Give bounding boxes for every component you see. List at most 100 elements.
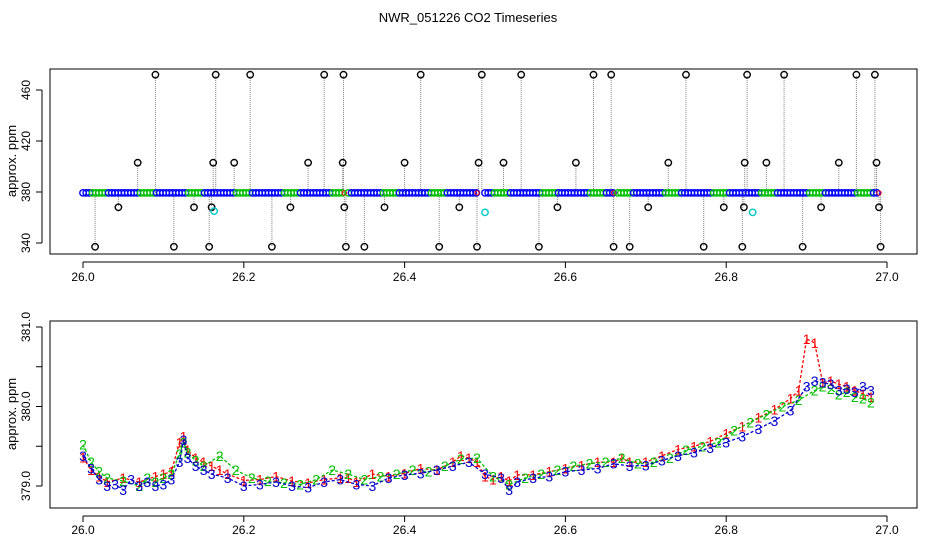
top-outlier-point <box>743 70 751 79</box>
series-2-marker: 2 <box>698 438 706 454</box>
series-3-marker: 3 <box>192 458 200 474</box>
series-3-marker: 3 <box>867 383 875 399</box>
series-1-marker: 1 <box>473 454 481 470</box>
series-3-marker: 3 <box>449 458 457 474</box>
top-y-axis: 340 380 420 460 <box>19 80 43 253</box>
series-3-marker: 3 <box>111 476 119 492</box>
series-2-marker: 2 <box>650 454 658 470</box>
series-3-marker: 3 <box>240 478 248 494</box>
series-3-marker: 3 <box>819 375 827 391</box>
top-outlier-point <box>876 242 885 251</box>
series-3-marker: 3 <box>304 480 312 496</box>
series-2-marker: 2 <box>119 473 127 489</box>
top-x-tick-label: 27.0 <box>875 270 899 284</box>
series-1-marker: 1 <box>690 438 698 454</box>
series-2-marker: 2 <box>176 446 184 462</box>
series-2-marker: 2 <box>554 462 562 478</box>
series-2-marker: 2 <box>634 456 642 472</box>
series-2-marker: 2 <box>859 391 867 407</box>
series-2-marker: 2 <box>103 470 111 486</box>
top-baseline-point <box>605 188 614 197</box>
series-3-marker: 3 <box>160 476 168 492</box>
top-outlier-point <box>780 70 788 79</box>
series-3-marker: 3 <box>706 440 714 456</box>
series-3-marker: 3 <box>497 470 505 486</box>
series-2-marker: 2 <box>779 399 787 415</box>
top-baseline-point-red <box>341 190 347 196</box>
series-2-marker: 2 <box>232 462 240 478</box>
series-3-marker: 3 <box>859 379 867 395</box>
series-1-marker: 1 <box>176 434 184 450</box>
series-1-marker: 1 <box>95 469 103 485</box>
top-outlier-point <box>360 242 369 251</box>
bottom-y-tick-label: 380.0 <box>19 391 33 421</box>
series-1-marker: 1 <box>795 383 803 399</box>
series-1-marker: 1 <box>755 410 763 426</box>
series-1-marker: 1 <box>192 450 200 466</box>
top-plot-area <box>79 70 885 251</box>
series-2-marker: 2 <box>95 464 103 480</box>
series-2-marker: 2 <box>682 442 690 458</box>
top-panel: 26.0 26.2 26.4 26.6 26.8 27.0 340 380 420 460 ap… <box>4 68 918 284</box>
top-outlier-point <box>852 70 861 79</box>
series-1-marker: 1 <box>626 454 634 470</box>
series-3-marker: 3 <box>787 403 795 419</box>
bottom-x-tick-label: 26.6 <box>554 523 578 537</box>
series-2-line <box>82 385 872 487</box>
series-2-marker: 2 <box>602 454 610 470</box>
top-baseline-point-red <box>474 190 480 196</box>
top-outlier-point <box>267 242 276 251</box>
series-3-marker: 3 <box>722 434 730 450</box>
top-baseline-point <box>873 188 881 197</box>
top-outlier-point <box>205 242 214 251</box>
series-3-marker: 3 <box>594 461 602 477</box>
series-3-marker: 3 <box>610 456 618 472</box>
top-outlier-point <box>455 203 464 212</box>
series-2-marker: 2 <box>192 453 200 469</box>
series-1-marker: 1 <box>417 461 425 477</box>
series-2-marker: 2 <box>521 470 529 486</box>
series-1-marker: 1 <box>304 475 312 491</box>
series-2-marker: 2 <box>409 462 417 478</box>
top-outlier-point <box>338 158 347 167</box>
top-outlier-point <box>719 203 728 212</box>
bottom-x-tick-label: 26.2 <box>232 523 256 537</box>
series-1-marker: 1 <box>738 418 746 434</box>
top-outlier-point <box>834 158 843 167</box>
series-2-marker: 2 <box>248 470 256 486</box>
series-3-marker: 3 <box>827 376 835 392</box>
series-1-marker: 1 <box>835 376 843 392</box>
series-1-marker: 1 <box>658 448 666 464</box>
top-x-axis: 26.0 26.2 26.4 26.6 26.8 27.0 <box>71 261 899 284</box>
series-3-marker: 3 <box>481 466 489 482</box>
series-1-marker: 1 <box>369 466 377 482</box>
series-1-marker: 1 <box>787 391 795 407</box>
top-outlier-point <box>699 242 708 251</box>
series-1-marker: 1 <box>642 454 650 470</box>
series-1-marker: 1 <box>103 474 111 490</box>
top-outlier-point <box>499 158 508 167</box>
series-3-marker: 3 <box>176 454 184 470</box>
top-outlier-point <box>400 158 409 167</box>
series-2-marker: 2 <box>328 462 336 478</box>
series-2-marker: 2 <box>586 456 594 472</box>
bottom-y-axis-label: approx. ppm <box>4 378 19 450</box>
top-outlier-point <box>664 158 673 167</box>
bottom-y-tick-label: 381.0 <box>19 312 33 342</box>
series-2-marker: 2 <box>168 466 176 482</box>
series-1-marker: 1 <box>401 465 409 481</box>
series-1-marker: 1 <box>135 474 143 490</box>
series-3-marker: 3 <box>803 379 811 395</box>
series-1-marker: 1 <box>827 373 835 389</box>
series-3-marker: 3 <box>369 478 377 494</box>
top-outlier-point <box>517 70 526 79</box>
series-1-marker: 1 <box>160 466 168 482</box>
series-2-marker: 2 <box>79 437 87 453</box>
series-2-marker: 2 <box>730 422 738 438</box>
series-1-line <box>82 337 872 484</box>
series-3-marker: 3 <box>674 448 682 464</box>
series-3-marker: 3 <box>417 465 425 481</box>
series-1-marker: 1 <box>344 470 352 486</box>
top-outlier-point <box>609 242 618 251</box>
